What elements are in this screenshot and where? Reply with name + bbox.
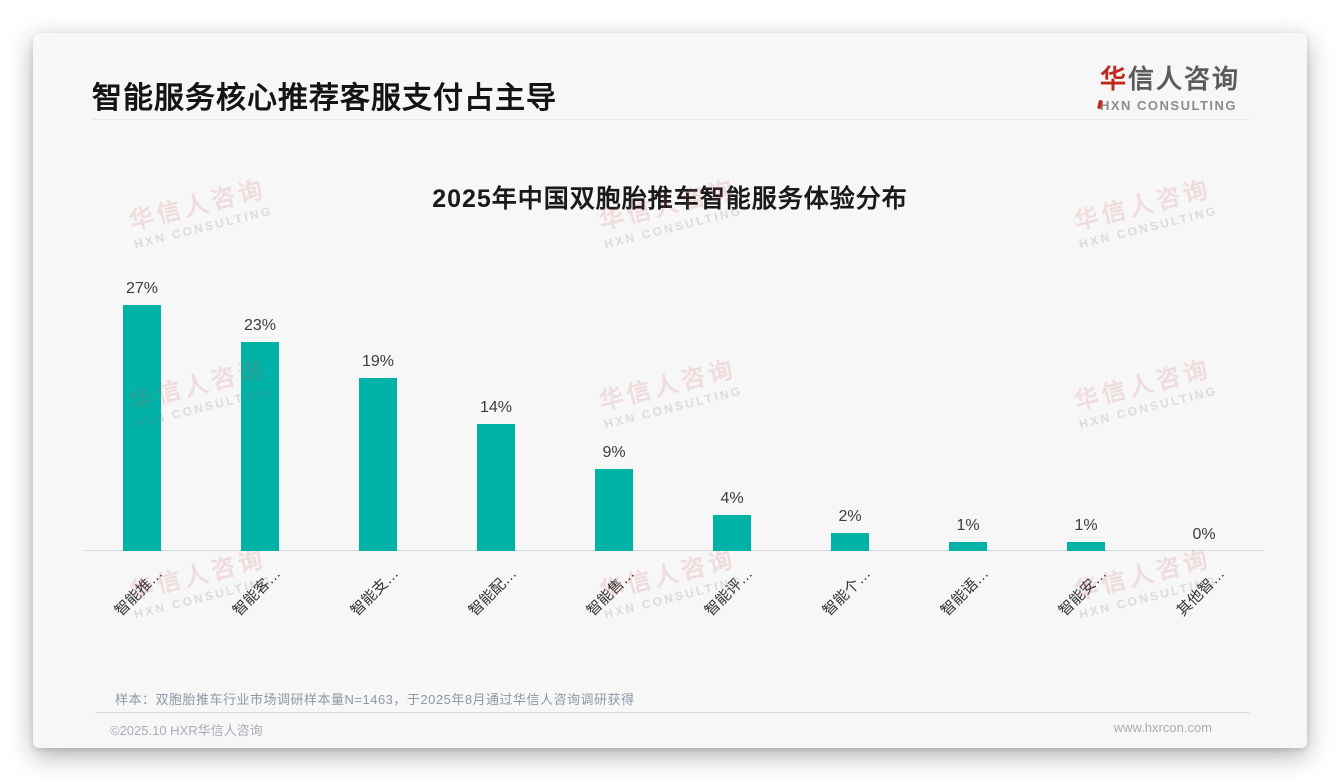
logo-en-text: HXN CONSULTING bbox=[1096, 98, 1240, 113]
bar-slot: 27% 智能推… bbox=[83, 33, 201, 620]
company-logo: 华信人咨询 HXN CONSULTING bbox=[1096, 59, 1240, 113]
bar-chart: 27% 智能推… 23% 智能客… 19% 智能支… 14% 智能配… 9% 智能售… 4% 智能评…… bbox=[83, 33, 1263, 620]
x-axis-label: 智能售… bbox=[583, 565, 639, 620]
bar-slot: 1% 智能语… bbox=[909, 33, 1027, 620]
bar bbox=[359, 378, 397, 551]
bar-value-label: 23% bbox=[243, 317, 277, 334]
bar-value-label: 19% bbox=[361, 353, 395, 370]
bar bbox=[477, 424, 515, 551]
footer-divider bbox=[95, 712, 1250, 713]
bar bbox=[831, 533, 869, 551]
x-axis-label: 智能评… bbox=[701, 565, 757, 620]
bar bbox=[713, 515, 751, 551]
logo-cn-text: 华信人咨询 bbox=[1100, 59, 1240, 96]
bar-slot: 1% 智能安… bbox=[1027, 33, 1145, 620]
x-axis-label: 智能客… bbox=[229, 565, 285, 620]
x-axis-label: 智能推… bbox=[111, 565, 167, 620]
bar-slot: 9% 智能售… bbox=[555, 33, 673, 620]
logo-cn-rest: 信人咨询 bbox=[1127, 64, 1240, 94]
x-axis-label: 智能支… bbox=[347, 565, 403, 620]
logo-accent-char: 华 bbox=[1099, 64, 1128, 94]
sample-footnote: 样本：双胞胎推车行业市场调研样本量N=1463，于2025年8月通过华信人咨询调… bbox=[115, 692, 635, 707]
x-axis-label: 智能个… bbox=[819, 565, 875, 620]
bar-value-label: 1% bbox=[1074, 517, 1098, 534]
bar-slot: 23% 智能客… bbox=[201, 33, 319, 620]
bar-value-label: 4% bbox=[720, 490, 744, 507]
bar-slot: 4% 智能评… bbox=[673, 33, 791, 620]
bar-value-label: 2% bbox=[838, 508, 862, 525]
x-axis-label: 其他智… bbox=[1173, 565, 1229, 620]
x-axis-label: 智能安… bbox=[1055, 565, 1111, 620]
bar bbox=[595, 469, 633, 551]
footer-copyright: ©2025.10 HXR华信人咨询 bbox=[110, 723, 263, 738]
bar bbox=[123, 305, 161, 551]
bar bbox=[241, 342, 279, 551]
report-card: 智能服务核心推荐客服支付占主导 华信人咨询 HXN CONSULTING 202… bbox=[33, 33, 1307, 748]
bar-value-label: 9% bbox=[602, 444, 626, 461]
bar-slot: 14% 智能配… bbox=[437, 33, 555, 620]
bar bbox=[1067, 542, 1105, 551]
footer-website: www.hxrcon.com bbox=[1113, 720, 1212, 735]
bar-value-label: 27% bbox=[125, 280, 159, 297]
x-axis-label: 智能配… bbox=[465, 565, 521, 620]
bar-slot: 0% 其他智… bbox=[1145, 33, 1263, 620]
bar bbox=[949, 542, 987, 551]
bar-value-label: 0% bbox=[1192, 526, 1216, 543]
x-axis-line bbox=[83, 550, 1263, 551]
chart-title: 2025年中国双胞胎推车智能服务体验分布 bbox=[432, 185, 908, 213]
bar-value-label: 1% bbox=[956, 517, 980, 534]
header-divider bbox=[92, 119, 1250, 120]
bar-slot: 2% 智能个… bbox=[791, 33, 909, 620]
page-title: 智能服务核心推荐客服支付占主导 bbox=[92, 82, 557, 115]
bar-slot: 19% 智能支… bbox=[319, 33, 437, 620]
bar-value-label: 14% bbox=[479, 399, 513, 416]
x-axis-label: 智能语… bbox=[937, 565, 993, 620]
